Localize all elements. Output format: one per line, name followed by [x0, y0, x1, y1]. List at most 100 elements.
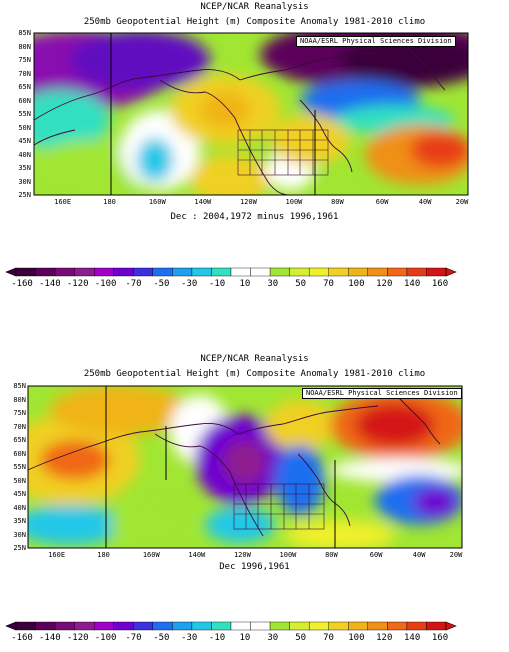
lat-label: 60N	[13, 449, 26, 458]
anomaly-blob	[285, 520, 395, 548]
colorbar-swatch	[172, 621, 193, 631]
anomaly-blob	[50, 386, 190, 435]
colorbar-label: -100	[94, 279, 117, 289]
lon-label: 80W	[331, 198, 344, 206]
lat-label: 80N	[18, 42, 31, 51]
colorbar-label: 120	[376, 279, 393, 289]
colorbar-swatch	[172, 267, 193, 277]
lat-label: 80N	[13, 395, 26, 404]
lon-label: 180	[103, 198, 116, 206]
lat-label: 70N	[13, 422, 26, 431]
lat-label: 55N	[13, 463, 26, 471]
lat-label: 40N	[18, 150, 31, 159]
colorbar-swatch	[152, 621, 173, 631]
lat-label: 25N	[18, 191, 31, 199]
colorbar-label: 160	[431, 633, 449, 643]
colorbar-swatch	[328, 621, 349, 631]
colorbar-label: -30	[181, 633, 198, 643]
colorbar-label: 70	[323, 279, 334, 289]
panel-top: NCEP/NCAR Reanalysis 250mb Geopotential …	[0, 0, 509, 300]
lat-label: 55N	[18, 110, 31, 118]
colorbar-swatch	[250, 621, 271, 631]
colorbar-label: 50	[295, 279, 307, 289]
anomaly-blob	[223, 440, 267, 484]
lat-label: 35N	[18, 164, 31, 172]
reference-lines	[105, 386, 336, 548]
colorbar-swatch	[367, 267, 388, 277]
colorbar-label: -140	[39, 633, 61, 643]
panel-caption: Dec : 2004,1972 minus 1996,1961	[170, 212, 339, 222]
colorbar-swatch	[308, 267, 329, 277]
colorbar-label: -120	[66, 633, 89, 643]
colorbar-swatch	[54, 621, 75, 631]
lat-label: 45N	[13, 490, 26, 498]
colorbar-end-right	[445, 621, 457, 631]
colorbar-top	[5, 267, 457, 277]
colorbar-label: -160	[11, 633, 33, 643]
lat-label: 65N	[18, 83, 31, 91]
lat-label: 45N	[18, 137, 31, 145]
colorbar-swatch	[93, 267, 114, 277]
colorbar-label: 160	[431, 279, 449, 289]
panel-title-line2: 250mb Geopotential Height (m) Composite …	[83, 369, 426, 379]
lon-label: 80W	[325, 551, 338, 559]
colorbar-label: -10	[208, 279, 226, 289]
colorbar-label: 140	[403, 279, 421, 289]
colorbar-swatch	[348, 267, 369, 277]
colorbar-label: -100	[94, 633, 117, 643]
colorbar-label: 120	[376, 633, 393, 643]
lat-label: 30N	[13, 530, 26, 539]
colorbar-swatch	[191, 267, 212, 277]
colorbar-swatch	[133, 267, 154, 277]
colorbar-swatch	[35, 621, 56, 631]
colorbar-swatch	[426, 267, 447, 277]
lon-label: 140W	[188, 551, 206, 559]
anomaly-blob	[265, 400, 335, 450]
lon-label: 60W	[375, 198, 389, 206]
lat-label: 75N	[18, 56, 31, 64]
colorbar-swatch	[426, 621, 447, 631]
lon-label: 20W	[449, 551, 463, 559]
colorbar-label: 10	[239, 633, 251, 643]
colorbar-swatch	[54, 267, 75, 277]
lat-label: 75N	[13, 409, 26, 417]
lon-label: 100W	[285, 198, 303, 206]
anomaly-blob	[410, 132, 468, 168]
colorbar-bottom	[5, 621, 457, 631]
panel-caption: Dec 1996,1961	[219, 562, 290, 572]
lat-label: 50N	[13, 476, 26, 485]
state-borders	[237, 129, 329, 176]
anomaly-blob	[110, 503, 190, 547]
lat-label: 40N	[13, 503, 26, 512]
colorbar-swatch	[387, 621, 408, 631]
lon-label: 160W	[142, 551, 160, 559]
colorbar-swatch	[269, 621, 290, 631]
colorbar-swatch	[289, 267, 310, 277]
colorbar-label: 30	[267, 633, 279, 643]
lon-label: 100W	[279, 551, 297, 559]
colorbar-label: 10	[239, 279, 251, 289]
state-borders	[233, 483, 325, 530]
colorbar-swatch	[74, 621, 95, 631]
colorbar-swatch	[250, 267, 271, 277]
colorbar-swatch	[35, 267, 56, 277]
lon-label: 160E	[54, 198, 72, 206]
lon-label: 40W	[418, 198, 432, 206]
colorbar-swatch	[191, 621, 212, 631]
colorbar-swatch	[328, 267, 349, 277]
colorbar-swatch	[387, 267, 408, 277]
anomaly-blob	[28, 505, 125, 545]
colorbar-swatch	[289, 621, 310, 631]
colorbar-label: -120	[66, 279, 89, 289]
lon-label: 160W	[148, 198, 166, 206]
colorbar-swatch	[308, 621, 329, 631]
colorbar-label: -70	[125, 279, 142, 289]
anomaly-blob	[70, 33, 210, 90]
lon-label: 160E	[48, 551, 66, 559]
colorbar-swatch	[211, 621, 232, 631]
colorbar-swatch	[113, 267, 134, 277]
colorbar-label: 50	[295, 633, 307, 643]
colorbar-label: -160	[11, 279, 33, 289]
map-frame	[27, 385, 463, 549]
colorbar-label: -10	[208, 633, 226, 643]
